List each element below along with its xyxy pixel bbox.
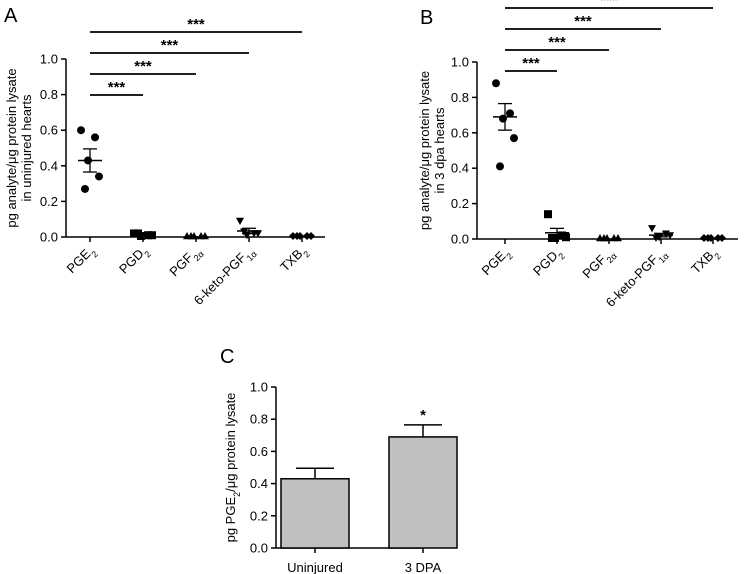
panel-a-data-point [254, 230, 262, 238]
panel-b-data-point [492, 79, 500, 88]
panel-c-y-tick-label: 0.0 [250, 541, 268, 556]
panel-a-category-label: PGE2 [64, 243, 100, 279]
panel-a-category-base: PGF [166, 250, 196, 280]
panel-c-y-tick-label: 0.6 [250, 444, 268, 459]
panel-b-data-point [499, 114, 507, 123]
panel-c-y-tick-label: 0.2 [250, 508, 268, 523]
panel-b-significance-label: *** [548, 34, 566, 51]
panel-b-category-label: TXB2 [688, 245, 723, 280]
panel-a-y-tick-label: 0.2 [40, 194, 58, 209]
panel-b-data-point [544, 210, 552, 219]
panel-c-category-label: 3 DPA [405, 560, 442, 574]
panel-b-significance-label: *** [522, 55, 540, 72]
panel-a-significance-label: *** [134, 58, 152, 75]
panel-a-data-point [293, 232, 301, 240]
panel-b-data-point [704, 234, 712, 242]
panel-a-category-subscript: 2 [89, 249, 100, 260]
panel-a-data-point [307, 232, 315, 240]
panel-c-y-tick-label: 0.8 [250, 412, 268, 427]
panel-c-significance-label: * [420, 407, 426, 424]
panel-a-category-subscript: 2 [142, 249, 153, 260]
panel-b-y-tick-label: 0.6 [451, 125, 469, 140]
panel-c-bar [388, 436, 458, 549]
panel-b-category-base: TXB [688, 248, 716, 276]
panel-a-data-point [81, 184, 89, 193]
panel-b-data-point [666, 232, 674, 240]
panel-a-significance-label: *** [108, 79, 126, 96]
panel-a-category-base: PGD [116, 246, 147, 277]
panel-b-significance-label: *** [600, 0, 618, 9]
panel-a-y-tick-label: 0.0 [40, 230, 58, 245]
panel-b-y-tick-label: 1.0 [451, 55, 469, 70]
panel-c-y-axis-title-part: 2 [232, 492, 242, 497]
panel-a-data-point [236, 217, 244, 225]
panel-a-data-point [77, 126, 85, 135]
panel-a-category-subscript: 2 [301, 249, 312, 260]
panel-a-panel-label: A [4, 5, 18, 27]
panel-b-y-tick-label: 0.4 [451, 161, 469, 176]
panel-a-category-base: TXB [277, 246, 305, 274]
panel-b-y-tick-label: 0.8 [451, 90, 469, 105]
panel-b-category-subscript: 2 [504, 251, 515, 262]
panel-b-data-point [562, 233, 570, 242]
panel-b-data-point [548, 234, 556, 242]
panel-a-category-base: PGE [64, 246, 94, 276]
panel-c-y-axis-title-part: /μg protein lysate [223, 393, 238, 492]
panel-b-y-axis-title-line1: pg analyte/μg protein lysate [417, 71, 432, 230]
panel-a-significance-label: *** [161, 37, 179, 54]
panel-a-category-label: PGD2 [116, 243, 153, 280]
panel-b-category-subscript: 2 [712, 251, 723, 262]
panel-c-y-tick-label: 0.4 [250, 476, 268, 491]
panel-a-significance-label: *** [187, 16, 205, 33]
panel-c-category-label: Uninjured [287, 560, 343, 574]
panel-b-y-tick-label: 0.0 [451, 232, 469, 247]
panel-c-y-axis-title: pg PGE2/μg protein lysate [223, 393, 242, 543]
panel-a-data-point [95, 172, 103, 181]
panel-c-y-axis-title-part: pg PGE [223, 497, 238, 543]
panel-a-data-point [134, 229, 142, 238]
panel-b-category-label: PGF2α [579, 245, 619, 285]
panel-b-category-label: PGD2 [530, 245, 567, 282]
panel-b-category-base: PGE [479, 248, 509, 278]
panel-a-category-label: TXB2 [277, 243, 312, 278]
panel-b-category-subscript: 2 [556, 251, 567, 262]
panel-a-y-axis-title: pg analyte/μg protein lysate in uninjured… [4, 68, 34, 227]
panel-a-y-axis-title-line1: pg analyte/μg protein lysate [4, 68, 19, 227]
panel-b-data-point [718, 234, 726, 242]
panel-b-panel-label: B [420, 7, 433, 29]
panel-b-category-base: PGF [579, 252, 609, 282]
panel-b-data-point [506, 109, 514, 118]
panel-a-y-tick-label: 0.6 [40, 123, 58, 138]
panel-a-data-point [91, 133, 99, 142]
panel-c-y-tick-label: 1.0 [250, 380, 268, 395]
panel-a-y-tick-label: 0.4 [40, 158, 58, 173]
panel-b-y-tick-label: 0.2 [451, 196, 469, 211]
panel-a-y-tick-label: 1.0 [40, 52, 58, 67]
panel-c-panel-label: C [220, 346, 234, 368]
panel-b-data-point [496, 162, 504, 171]
panel-c-y-axis-title-text: pg PGE2/μg protein lysate [223, 393, 242, 543]
panel-b-category-label: PGE2 [479, 245, 515, 281]
panel-b-data-point [648, 225, 656, 233]
panel-b-y-axis-title-line2: in 3 dpa hearts [432, 107, 447, 194]
panel-a-y-tick-label: 0.8 [40, 87, 58, 102]
panel-b-significance-label: *** [574, 13, 592, 30]
panel-c-bar [280, 478, 350, 549]
panel-b-data-point [510, 134, 518, 143]
panel-b-category-base: PGD [530, 248, 561, 279]
panel-a-category-label: PGF2α [166, 243, 206, 283]
panel-a-y-axis-title-line2: in uninjured hearts [19, 94, 34, 201]
panel-b-y-axis-title: pg analyte/μg protein lysate in 3 dpa hea… [417, 71, 447, 230]
